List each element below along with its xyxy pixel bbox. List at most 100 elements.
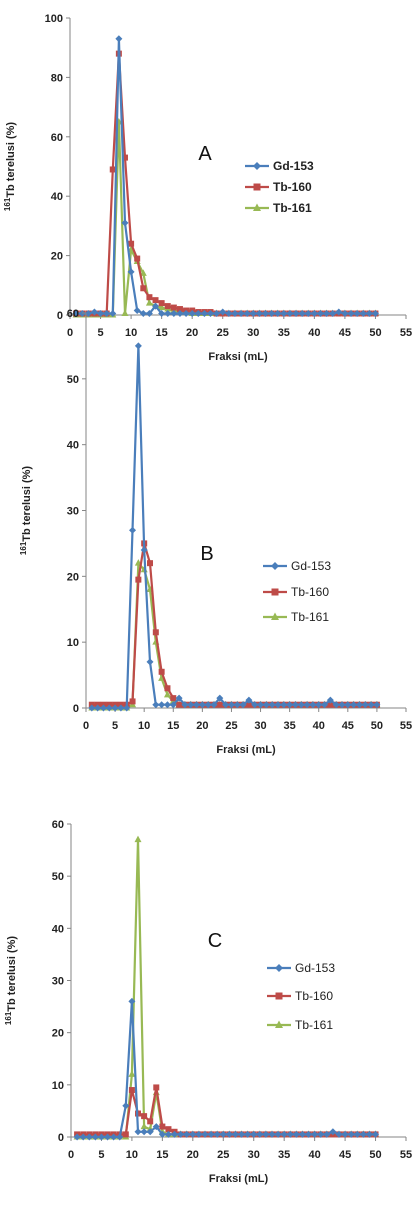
data-point: [152, 701, 160, 709]
x-tick-label: 35: [278, 1149, 290, 1161]
legend-swatch-marker: [253, 183, 261, 191]
data-point: [249, 310, 257, 318]
data-point: [146, 294, 153, 301]
data-point: [280, 1130, 288, 1138]
data-point: [237, 310, 245, 318]
y-tick-label: 50: [67, 374, 79, 386]
data-point: [122, 1131, 129, 1138]
data-point: [305, 1130, 313, 1138]
data-point: [164, 1130, 172, 1138]
data-point: [169, 701, 177, 709]
y-axis-title-superscript: 161: [4, 1011, 13, 1025]
y-axis-title-main: Tb terelusi (%): [21, 466, 33, 542]
series-tb-160: [73, 50, 379, 317]
data-point: [158, 701, 166, 709]
data-point: [262, 1130, 270, 1138]
data-point: [371, 310, 379, 318]
data-point: [133, 307, 141, 315]
data-point: [239, 701, 247, 709]
panel-label: C: [208, 930, 222, 952]
x-tick-label: 15: [167, 720, 179, 732]
data-point: [268, 1130, 276, 1138]
data-point: [159, 1123, 166, 1130]
x-tick-label: 25: [217, 327, 229, 339]
x-tick-label: 45: [339, 327, 351, 339]
y-tick-label: 10: [67, 637, 79, 649]
data-point: [105, 704, 113, 712]
x-tick-label: 35: [278, 327, 290, 339]
data-point: [219, 1130, 227, 1138]
data-point: [244, 1130, 252, 1138]
data-point: [99, 704, 107, 712]
data-point: [338, 701, 346, 709]
data-point: [292, 310, 300, 318]
data-point: [255, 310, 263, 318]
x-tick-label: 20: [196, 720, 208, 732]
legend-swatch-marker: [253, 162, 261, 170]
data-point: [250, 1130, 258, 1138]
data-point: [164, 310, 172, 318]
legend-label: Tb-161: [291, 610, 329, 624]
series-line: [91, 562, 377, 710]
x-tick-label: 50: [369, 327, 381, 339]
data-point: [117, 704, 125, 712]
data-point: [316, 310, 324, 318]
x-tick-label: 35: [284, 720, 296, 732]
legend-item-tb-160: Tb-160: [245, 180, 312, 194]
data-point: [158, 668, 165, 675]
legend-item-tb-161: Tb-161: [267, 1018, 333, 1032]
legend-swatch-marker: [275, 964, 283, 972]
data-point: [188, 310, 196, 318]
data-point: [323, 1130, 331, 1138]
series-tb-161: [72, 117, 379, 318]
data-point: [121, 309, 129, 317]
data-point: [350, 701, 358, 709]
x-tick-label: 40: [308, 327, 320, 339]
data-point: [359, 310, 367, 318]
x-tick-label: 5: [98, 1149, 104, 1161]
data-point: [274, 1130, 282, 1138]
data-point: [134, 835, 142, 843]
data-point: [152, 629, 159, 636]
data-point: [147, 560, 153, 567]
y-tick-label: 20: [51, 251, 63, 263]
data-point: [274, 701, 282, 709]
legend-swatch-marker: [275, 992, 283, 1000]
data-point: [145, 310, 153, 318]
x-tick-label: 55: [400, 1149, 412, 1161]
data-point: [341, 310, 349, 318]
data-point: [175, 694, 183, 702]
y-tick-label: 40: [67, 440, 79, 452]
data-point: [73, 1133, 81, 1141]
x-tick-label: 20: [187, 1149, 199, 1161]
x-tick-label: 25: [225, 720, 237, 732]
data-point: [79, 1133, 87, 1141]
x-tick-label: 55: [400, 327, 412, 339]
y-tick-label: 20: [52, 1028, 64, 1040]
data-point: [321, 701, 329, 709]
data-point: [304, 310, 312, 318]
data-point: [200, 310, 208, 318]
data-point: [298, 310, 306, 318]
x-tick-label: 15: [156, 327, 168, 339]
data-point: [183, 1130, 191, 1138]
data-point: [286, 310, 294, 318]
y-tick-label: 40: [51, 191, 63, 203]
data-point: [170, 310, 178, 318]
data-point: [231, 1130, 239, 1138]
data-point: [233, 701, 241, 709]
data-point: [97, 1133, 105, 1141]
data-point: [129, 698, 136, 705]
data-point: [72, 310, 80, 318]
data-point: [152, 302, 160, 310]
data-point: [365, 310, 373, 318]
data-point: [104, 1133, 112, 1141]
legend-item-tb-161: Tb-161: [245, 201, 312, 215]
legend-swatch-marker: [275, 1020, 283, 1028]
data-point: [171, 1130, 179, 1138]
y-tick-label: 10: [52, 1080, 64, 1092]
data-point: [219, 308, 227, 316]
legend-item-tb-161: Tb-161: [263, 610, 329, 624]
data-point: [291, 701, 299, 709]
